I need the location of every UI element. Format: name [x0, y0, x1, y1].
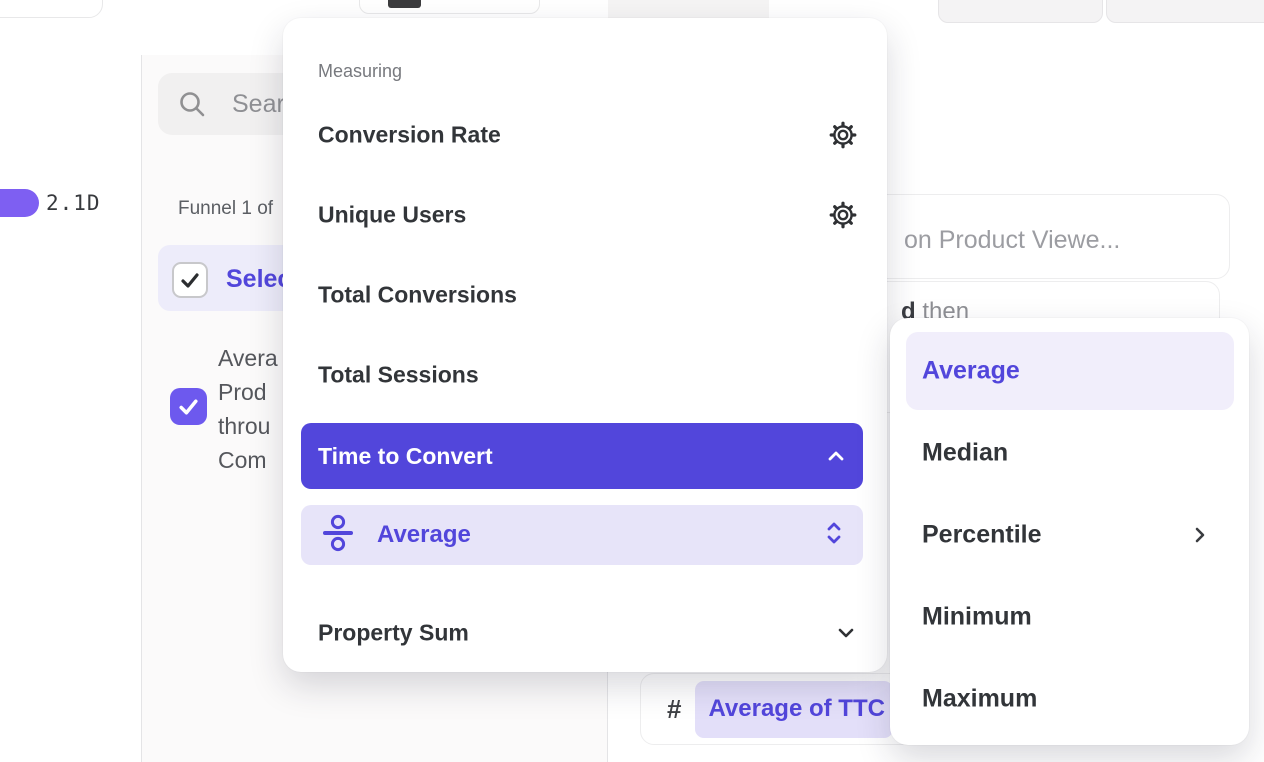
gear-icon[interactable] [829, 201, 857, 229]
submenu-item-label: Percentile [922, 520, 1042, 549]
menu-item-unique-users[interactable]: Unique Users [283, 189, 887, 241]
submenu-item-label: Average [922, 356, 1020, 385]
submenu-item-average[interactable]: Average [890, 343, 1249, 399]
menu-item-total-sessions[interactable]: Total Sessions [283, 349, 887, 401]
submenu-item-label: Maximum [922, 684, 1038, 713]
metric-description: Avera Prod throu Com [218, 341, 288, 477]
submenu-item-percentile[interactable]: Percentile [890, 507, 1249, 563]
metric-description-line: Prod [218, 379, 267, 405]
select-all-checkbox[interactable] [172, 262, 208, 298]
metric-selector-button[interactable]: Average of TTC [695, 680, 894, 738]
menu-item-label: Total Sessions [318, 361, 479, 388]
menu-item-label: Property Sum [318, 619, 469, 646]
aggregation-submenu: Average Median Percentile Minimum Maximu… [890, 318, 1249, 745]
toolbar-icon-fragment [388, 0, 421, 8]
step-event-label: on Product Viewe... [904, 226, 1121, 254]
metric-checkbox[interactable] [170, 388, 207, 425]
menu-item-ttc-average[interactable]: Average [301, 505, 863, 565]
metric-description-line: throu [218, 413, 271, 439]
submenu-item-label: Minimum [922, 602, 1032, 631]
menu-item-total-conversions[interactable]: Total Conversions [283, 269, 887, 321]
header-tab-fragment-1[interactable] [938, 0, 1103, 23]
select-arrows-icon [825, 520, 843, 551]
search-icon [180, 92, 205, 117]
aggregation-icon [322, 514, 354, 557]
menu-item-conversion-rate[interactable]: Conversion Rate [283, 109, 887, 161]
segment-duration-label: 2.1D [46, 191, 101, 215]
measuring-dropdown: Measuring Conversion Rate Unique Users [283, 18, 887, 672]
metric-description-line: Com [218, 447, 267, 473]
left-divider [141, 55, 142, 762]
segment-color-badge [0, 189, 39, 217]
submenu-selected-highlight [906, 332, 1234, 410]
toolbar-fragment-center [359, 0, 540, 14]
chevron-down-icon [838, 628, 854, 638]
submenu-item-minimum[interactable]: Minimum [890, 589, 1249, 645]
menu-item-label: Time to Convert [318, 442, 493, 469]
measuring-header: Measuring [318, 61, 403, 81]
header-tab-fragment-2[interactable] [1106, 0, 1264, 23]
gear-icon[interactable] [829, 121, 857, 149]
chevron-up-icon [828, 451, 844, 461]
checkmark-icon [181, 273, 199, 288]
menu-item-property-sum[interactable]: Property Sum [283, 607, 887, 659]
toolbar-fragment-left [0, 0, 103, 18]
submenu-item-median[interactable]: Median [890, 425, 1249, 481]
metric-selector-label: Average of TTC [708, 695, 885, 722]
menu-item-label: Average [377, 521, 471, 548]
metric-description-line: Avera [218, 345, 278, 371]
submenu-item-label: Median [922, 438, 1009, 467]
chevron-right-icon [1195, 527, 1205, 543]
checkmark-icon [179, 399, 198, 415]
numeric-metric-icon: # [667, 693, 682, 724]
menu-item-time-to-convert[interactable]: Time to Convert [301, 423, 863, 489]
menu-item-label: Conversion Rate [318, 121, 501, 148]
menu-item-label: Unique Users [318, 201, 467, 228]
submenu-item-maximum[interactable]: Maximum [890, 671, 1249, 727]
menu-item-label: Total Conversions [318, 281, 517, 308]
funnel-count-label: Funnel 1 of [178, 198, 274, 219]
header-fragment-1 [608, 0, 769, 19]
